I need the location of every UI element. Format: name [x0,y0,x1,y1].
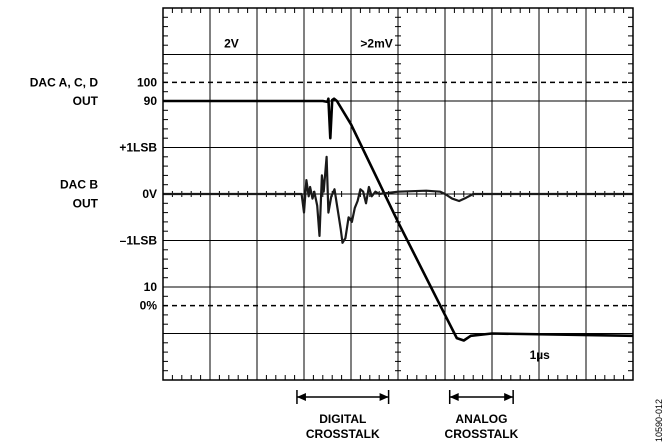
analog-crosstalk-label-line1: ANALOG [455,412,507,426]
ch1-scale-label: 2V [224,37,239,51]
y-marker-label: 90 [144,94,158,108]
crosstalk-ranges [296,390,514,404]
channel-label-dac-acd-line2: OUT [73,94,99,108]
analog-crosstalk-label-line2: CROSSTALK [445,427,519,441]
reference-lines [163,81,633,307]
y-marker-label: 0% [140,299,158,313]
y-markers: 100 90 +1LSB 0V –1LSB 10 0% [119,75,157,312]
plot-frame [162,7,634,381]
analog-arrow-left [449,393,459,401]
y-marker-label: –1LSB [120,234,158,248]
digital-arrow-right [379,393,389,401]
traces [163,97,634,342]
ch2-scale-label: >2mV [360,37,392,51]
trace-dac-b [163,155,633,244]
y-marker-label: 0V [142,187,157,201]
channel-label-dac-b-line1: DAC B [60,178,98,192]
channel-label-dac-b-line2: OUT [73,196,99,210]
y-marker-label: +1LSB [119,141,157,155]
digital-crosstalk-label-line2: CROSSTALK [306,427,380,441]
y-marker-label: 10 [144,280,158,294]
y-marker-label: 100 [137,75,157,89]
figure-id: 10590-012 [654,399,664,442]
grid-layer [162,7,634,381]
trace-dac-acd [163,97,634,342]
time-scale-label: 1µs [530,348,551,362]
channel-label-dac-acd-line1: DAC A, C, D [30,75,99,89]
digital-crosstalk-label-line1: DIGITAL [319,412,366,426]
digital-arrow-left [296,393,306,401]
analog-arrow-right [504,393,514,401]
